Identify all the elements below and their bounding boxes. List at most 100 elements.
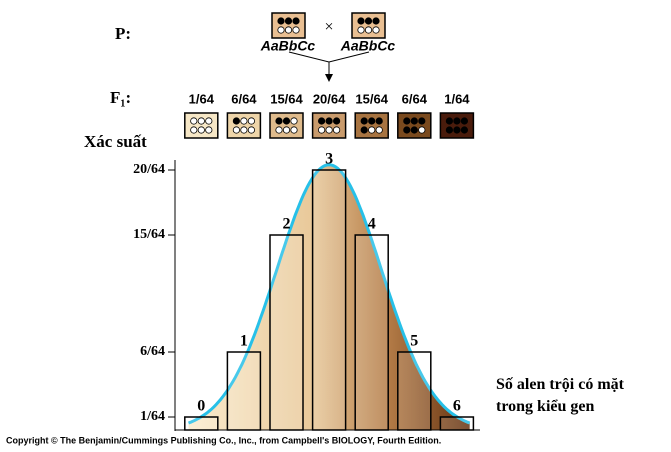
allele-dot — [332, 117, 341, 125]
allele-dot — [277, 26, 285, 34]
bar — [397, 351, 432, 431]
y-tick-label: 1/64 — [140, 409, 165, 424]
allele-dot — [197, 117, 205, 125]
genotype-box — [311, 112, 347, 139]
allele-dot — [418, 126, 426, 134]
allele-dot — [368, 126, 376, 134]
f1-fraction: 15/64 — [270, 91, 303, 106]
allele-dot — [372, 17, 380, 25]
bar-label: 3 — [325, 151, 333, 168]
genotype-box — [226, 112, 262, 139]
curve — [187, 163, 471, 425]
bar-label: 5 — [410, 333, 418, 350]
bar-label: 1 — [240, 333, 248, 350]
genotype-box — [397, 112, 432, 139]
allele-dot — [445, 126, 453, 134]
allele-dot — [275, 117, 283, 125]
allele-dot — [232, 126, 240, 134]
allele-dot — [284, 26, 293, 34]
bar-label: 4 — [368, 216, 376, 233]
allele-dot — [205, 126, 213, 134]
allele-dot — [375, 117, 383, 125]
allele-dot — [284, 17, 293, 25]
allele-dot — [357, 26, 365, 34]
bar — [269, 234, 304, 431]
y-tick-label: 20/64 — [133, 162, 165, 177]
allele-dot — [197, 126, 205, 134]
y-axis-label: Xác suất — [84, 132, 147, 151]
allele-dot — [290, 117, 298, 125]
allele-dot — [368, 117, 376, 125]
allele-dot — [282, 126, 291, 134]
bar-label: 6 — [453, 398, 461, 415]
bar — [311, 169, 347, 431]
allele-dot — [372, 26, 380, 34]
allele-dot — [410, 117, 418, 125]
allele-dot — [240, 126, 248, 134]
source: Copyright © The Benjamin/Cummings Publis… — [6, 435, 441, 445]
genotype-box — [439, 112, 475, 139]
bar-label: 2 — [283, 216, 291, 233]
allele-dot — [364, 17, 373, 25]
genotype-box — [354, 112, 389, 139]
allele-dot — [460, 126, 468, 134]
genotype-box — [184, 112, 219, 139]
f1-fraction: 15/64 — [355, 91, 388, 106]
parent-genotype: AaBbCc — [260, 38, 316, 54]
f1-label: F₁: — [110, 88, 131, 107]
f1-fraction: 1/64 — [189, 91, 215, 106]
parent-box — [271, 12, 306, 39]
allele-dot — [275, 126, 283, 134]
bar-label: 0 — [197, 398, 205, 415]
bar — [226, 351, 262, 431]
allele-dot — [364, 26, 373, 34]
allele-dot — [410, 126, 418, 134]
allele-dot — [453, 117, 461, 125]
allele-dot — [375, 126, 383, 134]
allele-dot — [205, 117, 213, 125]
allele-dot — [332, 126, 341, 134]
allele-dot — [317, 126, 326, 134]
allele-dot — [317, 117, 326, 125]
genotype-box — [269, 112, 304, 139]
allele-dot — [292, 26, 300, 34]
y-tick-label: 6/64 — [140, 344, 165, 359]
f1-fraction: 20/64 — [313, 91, 346, 106]
allele-dot — [460, 117, 468, 125]
cross: × — [324, 19, 333, 36]
allele-dot — [325, 117, 333, 125]
allele-dot — [453, 126, 461, 134]
allele-dot — [247, 126, 255, 134]
parent-box — [351, 12, 386, 39]
allele-dot — [360, 117, 368, 125]
parent-genotype: AaBbCc — [340, 38, 396, 54]
bar — [184, 416, 219, 431]
allele-dot — [290, 126, 298, 134]
p-label: P: — [115, 24, 131, 43]
y-tick-label: 15/64 — [133, 227, 165, 242]
allele-dot — [240, 117, 248, 125]
allele-dot — [325, 126, 333, 134]
allele-dot — [247, 117, 255, 125]
allele-dot — [360, 126, 368, 134]
cross-arrow — [288, 51, 370, 76]
f1-fraction: 1/64 — [444, 91, 470, 106]
x-axis-label: Số alen trội có mặt trong kiểu gen — [496, 376, 624, 415]
allele-dot — [190, 117, 198, 125]
f1-fraction: 6/64 — [231, 91, 257, 106]
allele-dot — [190, 126, 198, 134]
allele-dot — [445, 117, 453, 125]
allele-dot — [277, 17, 285, 25]
allele-dot — [232, 117, 240, 125]
bar — [354, 234, 389, 431]
curve-area — [188, 164, 470, 430]
allele-dot — [282, 117, 291, 125]
allele-dot — [403, 126, 411, 134]
allele-dot — [357, 17, 365, 25]
f1-fraction: 6/64 — [402, 91, 428, 106]
allele-dot — [418, 117, 426, 125]
bar — [439, 416, 475, 431]
allele-dot — [403, 117, 411, 125]
